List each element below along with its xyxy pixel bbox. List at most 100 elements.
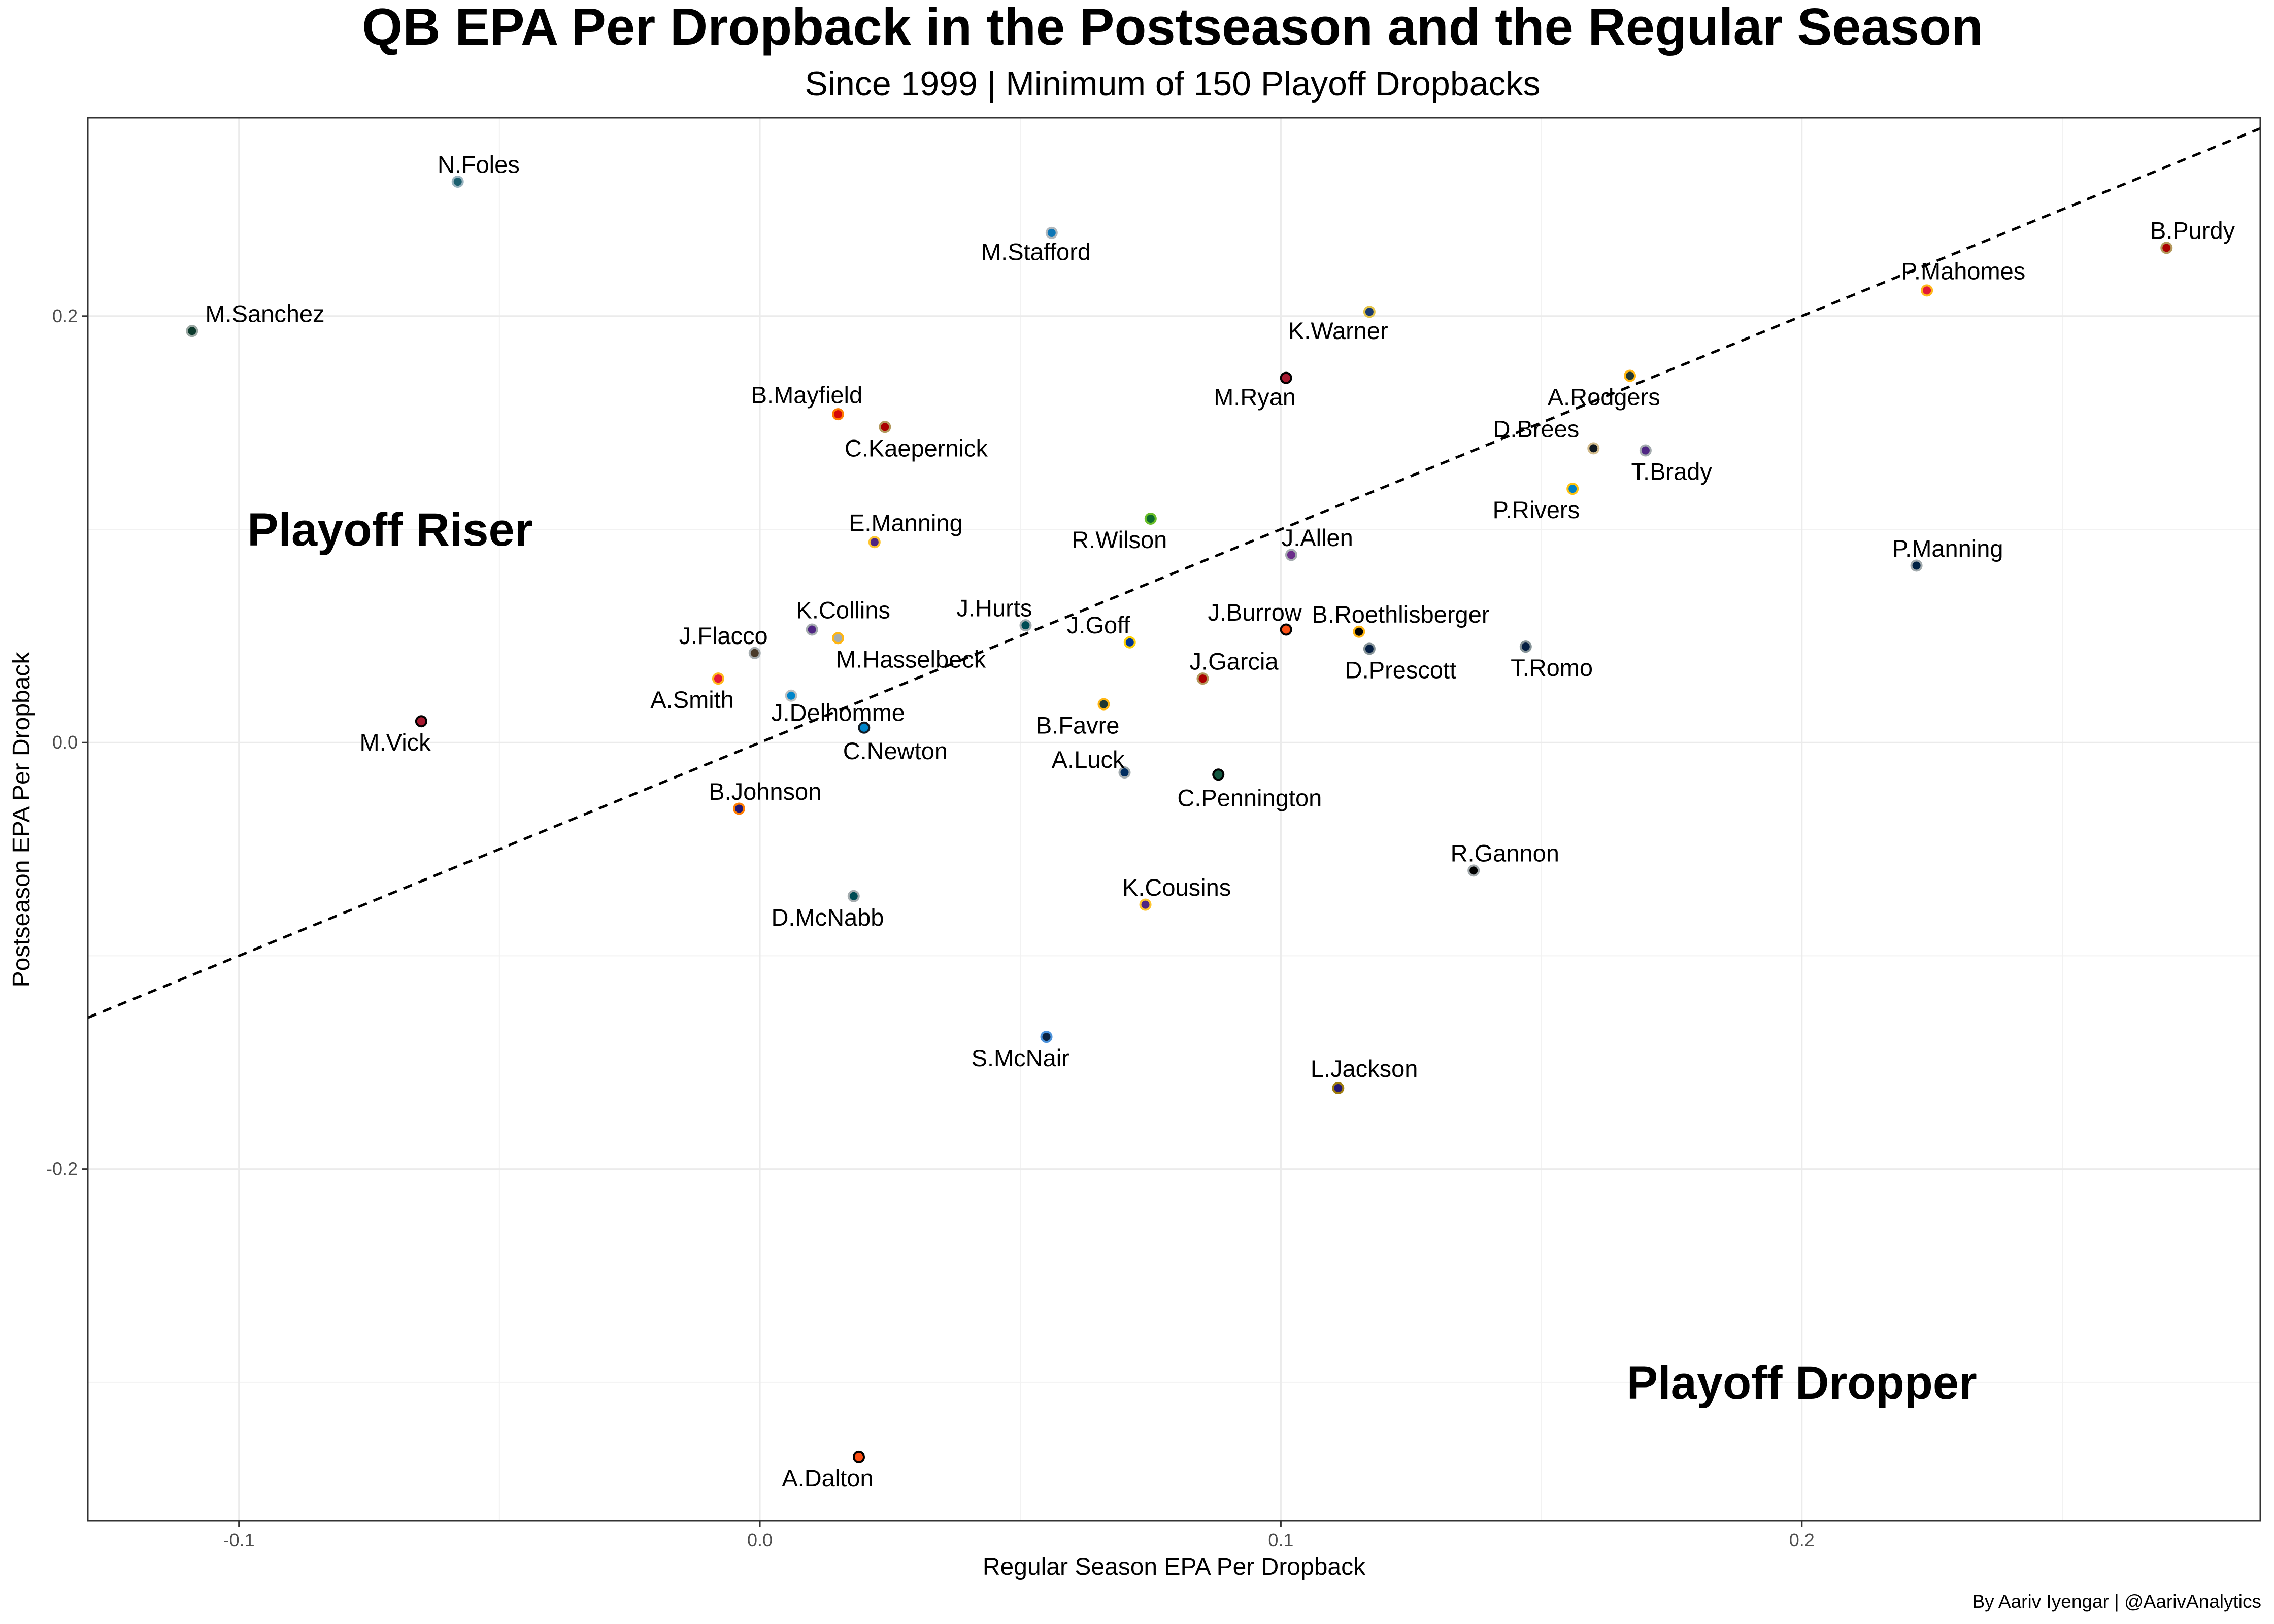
point-label: B.Johnson [709, 778, 821, 805]
point-label: L.Jackson [1311, 1055, 1418, 1082]
point-label: D.Brees [1493, 416, 1579, 443]
y-axis-label: Postseason EPA Per Dropback [8, 652, 35, 988]
chart-title: QB EPA Per Dropback in the Postseason an… [362, 0, 1983, 56]
y-tick-label: 0.0 [52, 732, 78, 753]
x-tick-label: -0.1 [223, 1530, 255, 1550]
minor-gridlines [88, 118, 2260, 1521]
region-annotation: Playoff Dropper [1627, 1357, 1977, 1409]
y-tick-label: -0.2 [46, 1159, 78, 1179]
data-point [1587, 442, 1600, 455]
point-label: B.Mayfield [751, 381, 862, 408]
data-point [1144, 513, 1157, 525]
data-point [806, 623, 818, 636]
data-point [1624, 369, 1636, 382]
data-point [1332, 1081, 1345, 1094]
point-label: D.Prescott [1345, 656, 1456, 683]
data-point [712, 672, 724, 685]
data-point [831, 632, 844, 645]
data-point [1212, 768, 1225, 781]
point-label: A.Smith [650, 686, 734, 713]
data-points [186, 176, 2173, 1463]
y-tick-label: 0.2 [52, 306, 78, 326]
major-gridlines [88, 118, 2260, 1521]
point-label: P.Manning [1892, 535, 2003, 562]
point-label: C.Newton [843, 737, 948, 764]
point-label: B.Purdy [2150, 217, 2235, 244]
data-point [831, 408, 844, 421]
point-label: B.Roethlisberger [1312, 601, 1489, 628]
data-point [2160, 242, 2173, 254]
point-label: S.McNair [972, 1044, 1069, 1071]
point-label: M.Ryan [1214, 383, 1296, 410]
point-label: J.Hurts [956, 594, 1032, 621]
chart-subtitle: Since 1999 | Minimum of 150 Playoff Drop… [805, 64, 1541, 103]
point-label: E.Manning [849, 509, 963, 536]
point-label: B.Favre [1036, 712, 1120, 739]
point-label: J.Burrow [1208, 599, 1302, 626]
point-label: P.Mahomes [1901, 258, 2026, 285]
data-point [1280, 623, 1292, 636]
data-point [1363, 642, 1376, 655]
data-point [868, 536, 881, 549]
reference-line-y-equals-x [87, 127, 2261, 1019]
point-labels: N.Foles M.Sanchez M.Stafford K.Warner M.Ryan… [205, 151, 2235, 1492]
data-point [1123, 636, 1136, 649]
point-label: T.Romo [1511, 654, 1593, 681]
point-label: M.Sanchez [205, 300, 324, 327]
plot-panel-border [87, 117, 2261, 1522]
point-label: K.Warner [1288, 317, 1388, 344]
point-label: K.Collins [796, 597, 890, 624]
point-label: A.Dalton [782, 1465, 873, 1492]
point-label: J.Allen [1282, 524, 1353, 551]
data-point [1139, 898, 1152, 911]
point-label: J.Goff [1067, 612, 1130, 638]
x-axis-ticks: -0.1 0.0 0.1 0.2 [223, 1521, 1815, 1550]
data-point [1519, 640, 1532, 653]
point-label: R.Wilson [1072, 526, 1167, 553]
point-label: J.Garcia [1190, 648, 1279, 675]
data-point [1196, 672, 1209, 685]
y-axis-ticks: -0.2 0.0 0.2 [46, 306, 88, 1179]
point-label: J.Flacco [679, 622, 768, 649]
data-point [1040, 1031, 1053, 1043]
data-point [1285, 549, 1297, 561]
data-point [1363, 306, 1376, 318]
data-point [186, 325, 198, 337]
point-label: M.Hasselbeck [836, 646, 986, 672]
data-point [847, 890, 860, 902]
data-point [1045, 226, 1058, 239]
data-point [1566, 483, 1579, 495]
point-label: K.Cousins [1122, 874, 1231, 901]
data-point [748, 647, 761, 659]
data-point [1467, 864, 1480, 877]
data-point [1910, 559, 1923, 572]
point-label: A.Luck [1052, 746, 1125, 773]
data-point [853, 1450, 865, 1463]
data-point [785, 689, 797, 702]
data-point [1639, 444, 1652, 457]
data-point [858, 721, 871, 734]
x-axis-label: Regular Season EPA Per Dropback [983, 1553, 1366, 1580]
data-point [1118, 766, 1131, 779]
data-point [1280, 371, 1292, 384]
data-point [1019, 619, 1032, 632]
x-tick-label: 0.2 [1789, 1530, 1815, 1550]
point-label: J.Delhomme [771, 699, 905, 726]
x-tick-label: 0.1 [1268, 1530, 1293, 1550]
region-annotation: Playoff Riser [247, 504, 532, 556]
point-label: A.Rodgers [1548, 383, 1660, 410]
x-tick-label: 0.0 [747, 1530, 773, 1550]
data-point [1921, 284, 1933, 297]
point-label: D.McNabb [771, 904, 884, 931]
point-label: P.Rivers [1493, 496, 1580, 523]
point-label: M.Vick [359, 729, 431, 756]
point-label: C.Pennington [1177, 784, 1322, 811]
region-annotations: Playoff Riser Playoff Dropper [247, 504, 1977, 1409]
data-point [1353, 625, 1365, 638]
point-label: N.Foles [438, 151, 520, 178]
point-label: T.Brady [1631, 458, 1713, 485]
point-label: R.Gannon [1451, 840, 1559, 867]
chart-caption: By Aariv Iyengar | @AarivAnalytics [1972, 1591, 2262, 1612]
data-point [1097, 698, 1110, 710]
